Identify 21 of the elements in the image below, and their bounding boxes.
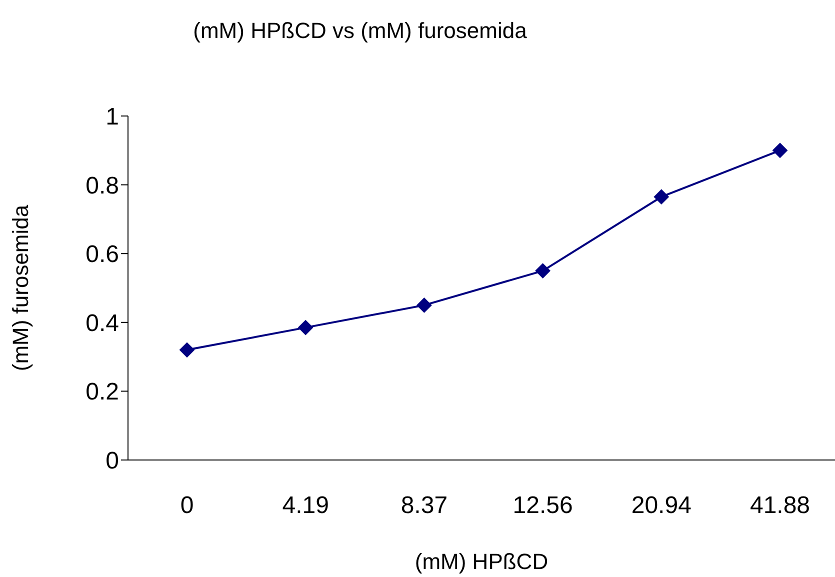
y-tick-label: 1 bbox=[106, 104, 119, 131]
x-tick-label: 12.56 bbox=[512, 492, 573, 520]
chart-title: (mM) HPßCD vs (mM) furosemida bbox=[192, 18, 528, 44]
y-tick-label: 0.2 bbox=[86, 378, 119, 406]
x-tick-label: 4.19 bbox=[282, 492, 329, 520]
x-tick-label: 8.37 bbox=[400, 492, 448, 520]
point bbox=[416, 298, 432, 313]
y-tick-label: 0.4 bbox=[86, 310, 119, 337]
x-tick-label: 20.94 bbox=[631, 492, 692, 520]
x-tick-label: 0 bbox=[180, 492, 194, 520]
x-tick-label: 41.88 bbox=[750, 492, 810, 520]
point bbox=[180, 342, 194, 358]
point bbox=[298, 320, 314, 336]
point bbox=[654, 189, 669, 204]
x-axis-title: (mM) HPßCD bbox=[414, 549, 548, 574]
point bbox=[772, 142, 788, 158]
point bbox=[535, 263, 550, 278]
y-tick-label: 0.6 bbox=[86, 241, 119, 268]
y-tick-label: 0 bbox=[106, 448, 119, 475]
y-axis-title: (mM) furosemida bbox=[8, 204, 33, 372]
y-tick-label: 0.8 bbox=[86, 172, 119, 200]
